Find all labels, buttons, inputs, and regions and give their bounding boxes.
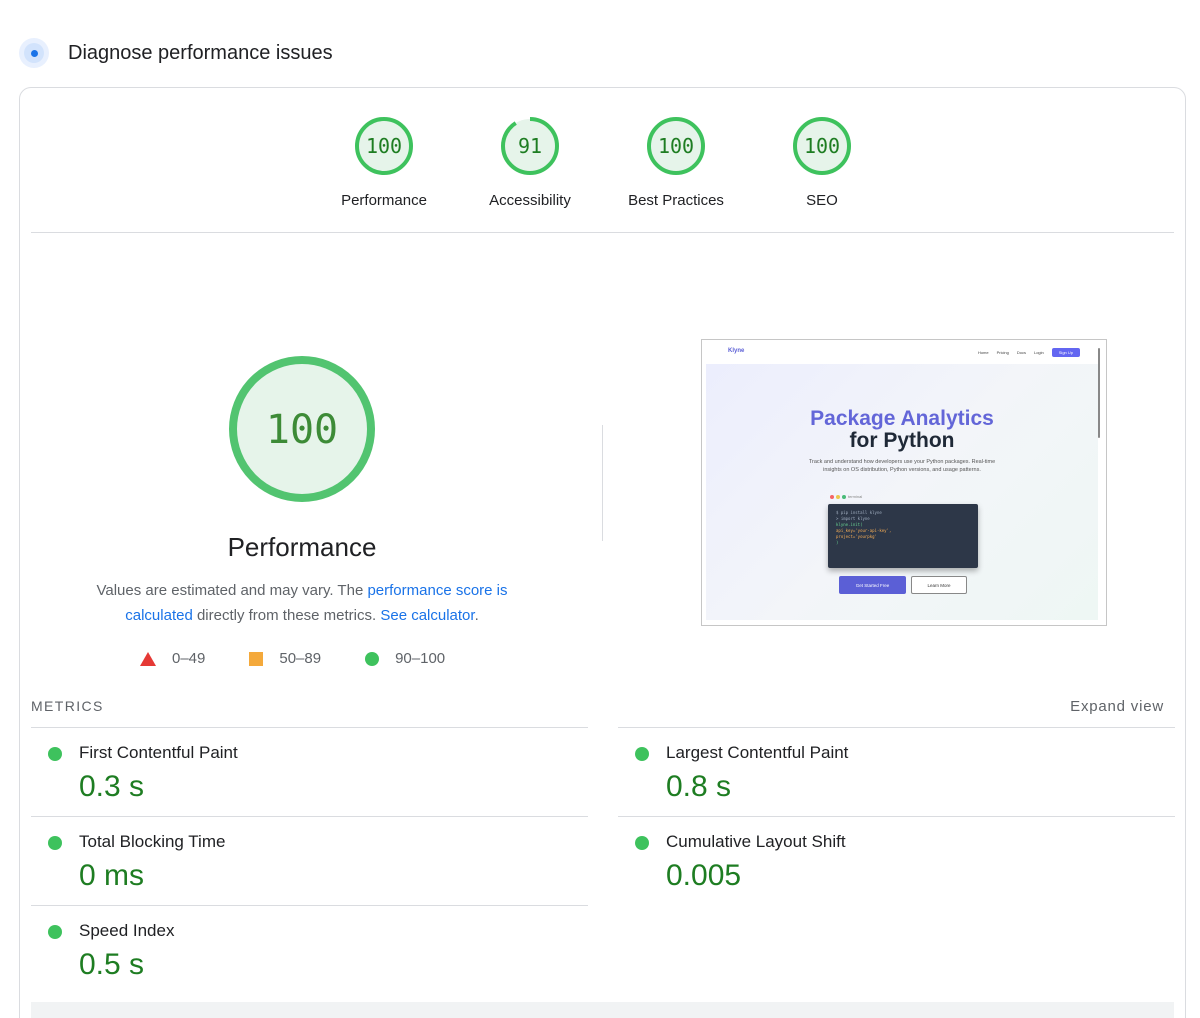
gauge-icon: [19, 38, 49, 68]
metric-name: Speed Index: [79, 921, 175, 940]
pass-circle-icon: [48, 747, 62, 761]
score-legend: 0–49 50–89 90–100: [140, 650, 489, 667]
pass-circle-icon: [635, 836, 649, 850]
thumb-signup: Sign Up: [1051, 348, 1080, 357]
thumb-term-line: > import klyne: [836, 516, 870, 521]
performance-big-score: 100: [266, 407, 338, 453]
expand-view-toggle[interactable]: Expand view: [1070, 698, 1164, 715]
thumb-terminal: $ pip install klyne > import klyne klyne…: [828, 504, 978, 568]
thumb-scrollbar: [1098, 348, 1100, 438]
legend-fail: 0–49: [140, 650, 205, 667]
see-calculator-link[interactable]: See calculator: [380, 607, 475, 624]
pass-circle-icon: [48, 925, 62, 939]
metric-name: Largest Contentful Paint: [666, 743, 849, 762]
metric-name: Cumulative Layout Shift: [666, 832, 846, 851]
score-calculated-link[interactable]: performance score is calculated: [125, 582, 508, 624]
thumb-subtitle: Track and understand how developers use …: [808, 459, 996, 473]
triangle-icon: [140, 651, 156, 666]
legend-fail-label: 0–49: [172, 650, 206, 667]
thumb-headline-1: Package Analytics: [810, 407, 994, 430]
metric-largest-contentful-paint: Largest Contentful Paint 0.8 s: [618, 727, 1175, 816]
gauge-performance-ring: 100: [355, 117, 413, 175]
gauge-accessibility[interactable]: 91 Accessibility: [457, 116, 603, 209]
thumb-headline: Package Analytics for Python: [706, 408, 1098, 452]
legend-average-label: 50–89: [279, 650, 322, 667]
gauge-accessibility-score: 91: [518, 134, 542, 158]
thumb-term-line: $ pip install klyne: [836, 510, 882, 515]
gauge-best-practices[interactable]: 100 Best Practices: [603, 116, 749, 209]
desc-text-suffix: .: [474, 607, 479, 624]
thumb-terminal-label: terminal: [830, 494, 862, 499]
thumb-hero: Package Analytics for Python Track and u…: [706, 364, 1098, 620]
thumb-term-line: project='yourpkg': [836, 534, 877, 539]
gauge-best-practices-label: Best Practices: [628, 192, 724, 209]
vertical-divider: [602, 425, 603, 541]
thumb-nav-items: Home Pricing Docs Login Sign Up: [970, 348, 1080, 357]
thumb-term-line: api_key='your-api-key',: [836, 528, 892, 533]
legend-average: 50–89: [249, 650, 321, 667]
thumb-learn-more-button: Learn More: [911, 576, 967, 594]
gauge-performance[interactable]: 100 Performance: [311, 116, 457, 209]
metric-name: First Contentful Paint: [79, 743, 238, 762]
legend-pass: 90–100: [365, 650, 445, 667]
gauge-best-practices-ring: 100: [647, 117, 705, 175]
gauge-performance-score: 100: [366, 134, 402, 158]
thumb-nav-docs: Docs: [1016, 350, 1026, 355]
section-header: Diagnose performance issues: [19, 36, 333, 70]
gauge-seo-label: SEO: [806, 192, 838, 209]
thumb-nav-home: Home: [977, 350, 989, 355]
metric-cumulative-layout-shift: Cumulative Layout Shift 0.005: [618, 816, 1175, 905]
metric-speed-index: Speed Index 0.5 s: [31, 905, 588, 994]
thumb-terminal-title: terminal: [848, 494, 863, 499]
divider: [31, 232, 1174, 233]
gauge-best-practices-score: 100: [658, 134, 694, 158]
pass-circle-icon: [48, 836, 62, 850]
metric-value: 0.5 s: [79, 948, 145, 981]
gauge-accessibility-ring: 91: [501, 117, 559, 175]
category-gauges: 100 Performance 91 Accessibility 100 Bes…: [20, 88, 1185, 233]
final-screenshot[interactable]: Klyne Home Pricing Docs Login Sign Up Pa…: [701, 339, 1107, 626]
audits-filter-bar: [31, 1002, 1174, 1018]
desc-text: Values are estimated and may vary. The: [96, 582, 368, 599]
performance-title: Performance: [227, 532, 377, 562]
thumb-navbar: Klyne Home Pricing Docs Login Sign Up: [702, 340, 1106, 364]
metric-value: 0.005: [666, 859, 742, 892]
thumb-term-line: klyne.init(: [836, 522, 863, 527]
performance-description: Values are estimated and may vary. The p…: [82, 578, 522, 628]
pass-circle-icon: [635, 747, 649, 761]
legend-pass-label: 90–100: [395, 650, 446, 667]
thumb-get-started-button: Get Started Free: [839, 576, 906, 594]
performance-big-gauge: 100: [228, 355, 376, 503]
thumb-nav-login: Login: [1033, 350, 1044, 355]
thumb-logo: Klyne: [728, 348, 745, 354]
thumb-headline-2: for Python: [849, 429, 955, 452]
thumb-nav-pricing: Pricing: [996, 350, 1009, 355]
circle-icon: [365, 651, 380, 666]
metric-value: 0 ms: [79, 859, 145, 892]
square-icon: [249, 651, 264, 666]
metric-first-contentful-paint: First Contentful Paint 0.3 s: [31, 727, 588, 816]
metric-value: 0.3 s: [79, 770, 145, 803]
report-card: 100 Performance 91 Accessibility 100 Bes…: [19, 87, 1186, 1018]
metric-total-blocking-time: Total Blocking Time 0 ms: [31, 816, 588, 905]
section-title: Diagnose performance issues: [68, 41, 333, 64]
desc-text-middle: directly from these metrics.: [192, 607, 381, 624]
gauge-accessibility-label: Accessibility: [489, 192, 571, 209]
gauge-seo[interactable]: 100 SEO: [749, 116, 895, 209]
metrics-heading: METRICS: [31, 698, 104, 714]
metric-name: Total Blocking Time: [79, 832, 226, 851]
gauge-seo-score: 100: [804, 134, 840, 158]
thumb-term-line: ): [836, 540, 839, 545]
metric-value: 0.8 s: [666, 770, 732, 803]
gauge-performance-label: Performance: [341, 192, 427, 209]
gauge-seo-ring: 100: [793, 117, 851, 175]
